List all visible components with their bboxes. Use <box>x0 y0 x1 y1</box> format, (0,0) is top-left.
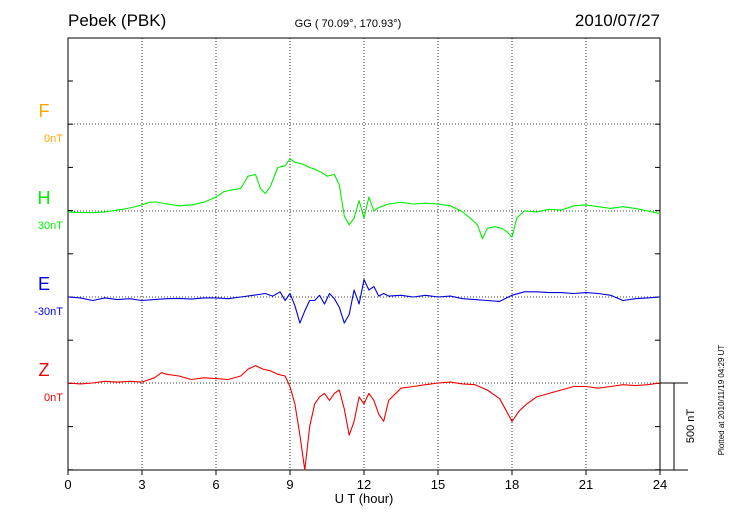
component-name-f: F <box>39 101 50 121</box>
x-tick-label: 9 <box>286 477 293 492</box>
x-tick-label: 15 <box>431 477 445 492</box>
x-axis-tick-labels: 0 3 6 9 12 15 18 21 24 <box>64 477 667 492</box>
x-axis-label: U T (hour) <box>335 491 394 506</box>
geographic-coords: GG ( 70.09°, 170.93°) <box>295 18 402 30</box>
x-tick-label: 18 <box>505 477 519 492</box>
grid-lines <box>68 38 660 471</box>
component-name-h: H <box>38 188 51 208</box>
component-name-z: Z <box>39 360 50 380</box>
x-tick-label: 0 <box>64 477 71 492</box>
plot-date: 2010/07/27 <box>575 11 660 30</box>
x-tick-label: 21 <box>579 477 593 492</box>
component-baseline-f: 0nT <box>44 133 63 145</box>
x-tick-label: 24 <box>653 477 667 492</box>
series-line-e <box>67 279 661 324</box>
scale-bar-label: 500 nT <box>685 409 697 444</box>
component-baseline-e: -30nT <box>34 306 63 318</box>
component-labels: F 0nT H 30nT E -30nT Z 0nT <box>34 101 63 404</box>
scale-bar: 500 nT <box>660 382 697 471</box>
x-tick-label: 3 <box>138 477 145 492</box>
x-tick-label: 12 <box>357 477 371 492</box>
series-line-h <box>67 158 661 240</box>
series-lines <box>67 158 661 471</box>
plotted-at-note: Plotted at 2010/11/19 04:29 UT <box>717 345 726 456</box>
series-line-z <box>67 365 661 471</box>
component-baseline-h: 30nT <box>38 220 63 232</box>
station-title: Pebek (PBK) <box>68 11 166 30</box>
component-name-e: E <box>38 274 50 294</box>
x-axis-ticks <box>67 470 661 475</box>
component-baseline-z: 0nT <box>44 392 63 404</box>
x-tick-label: 6 <box>212 477 219 492</box>
